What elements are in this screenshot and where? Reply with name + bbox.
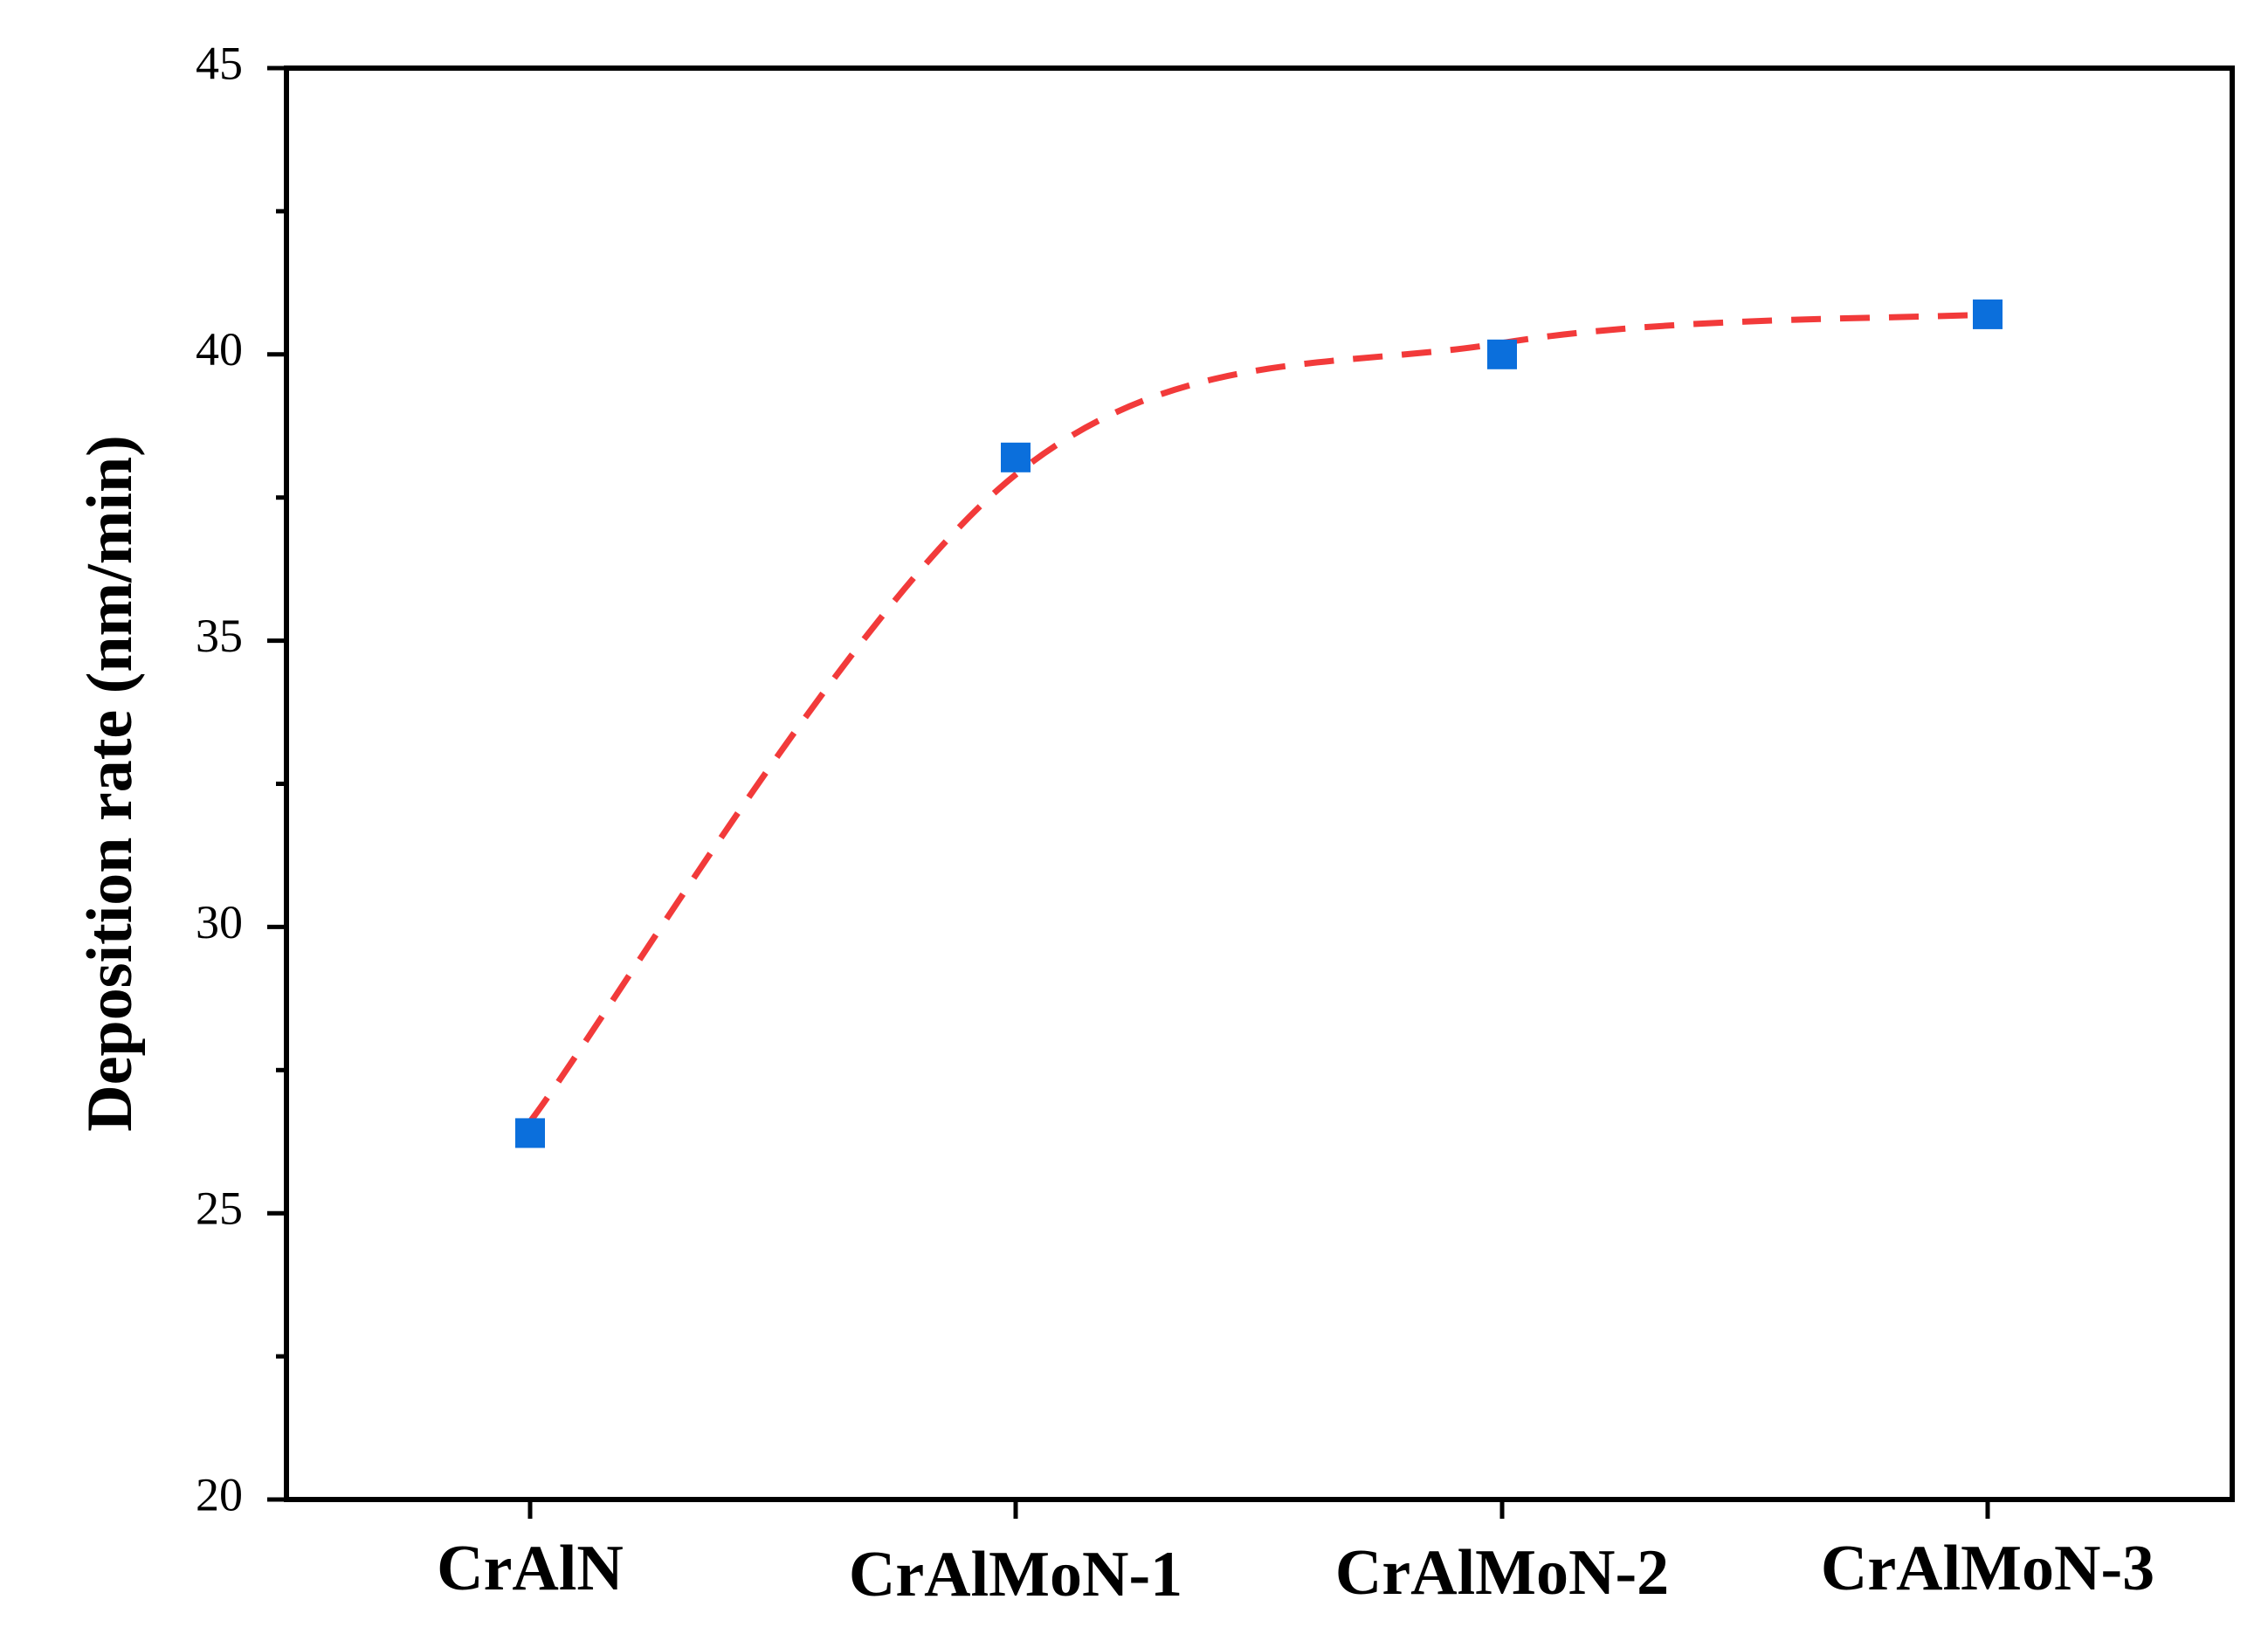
x-tick-label: CrAlMoN-1 [849, 1539, 1182, 1610]
plot-frame [284, 65, 2235, 1502]
y-tick-label: 20 [196, 1468, 243, 1520]
x-tick-label: CrAlN [437, 1533, 624, 1604]
y-tick-label: 25 [196, 1182, 243, 1235]
fit-curve [527, 311, 1989, 1124]
data-points [515, 299, 2003, 1148]
x-tick-label: CrAlMoN-2 [1335, 1537, 1669, 1609]
y-tick-label: 30 [196, 896, 243, 948]
y-tick-label: 35 [196, 610, 243, 662]
data-point-square [1001, 442, 1031, 472]
y-tick-label: 40 [196, 323, 243, 376]
data-point-square [515, 1118, 545, 1148]
data-point-square [1973, 299, 2003, 329]
y-tick-label: 45 [196, 37, 243, 89]
y-axis-title: Deposition rate (nm/min) [74, 435, 146, 1132]
data-point-square [1487, 339, 1517, 369]
x-axis-ticks: CrAlN CrAlMoN-1 CrAlMoN-2 CrAlMoN-3 [437, 1500, 2154, 1610]
x-tick-label: CrAlMoN-3 [1821, 1533, 2154, 1604]
y-axis-ticks: 20 25 30 35 40 45 [196, 37, 286, 1520]
